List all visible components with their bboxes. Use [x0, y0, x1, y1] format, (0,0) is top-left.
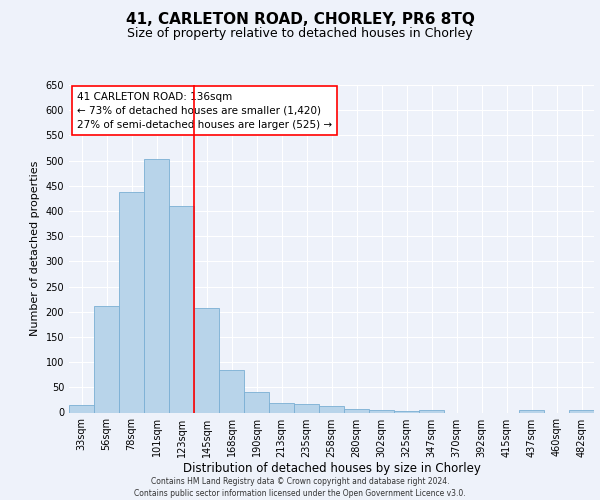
Bar: [294, 404, 319, 412]
Y-axis label: Number of detached properties: Number of detached properties: [30, 161, 40, 336]
Bar: [69, 405, 94, 412]
Text: 41 CARLETON ROAD: 136sqm
← 73% of detached houses are smaller (1,420)
27% of sem: 41 CARLETON ROAD: 136sqm ← 73% of detach…: [77, 92, 332, 130]
X-axis label: Distribution of detached houses by size in Chorley: Distribution of detached houses by size …: [182, 462, 481, 475]
Bar: [194, 308, 219, 412]
Bar: [419, 410, 444, 412]
Bar: [344, 410, 369, 412]
Text: Contains HM Land Registry data © Crown copyright and database right 2024.
Contai: Contains HM Land Registry data © Crown c…: [134, 476, 466, 498]
Bar: [219, 370, 244, 412]
Text: Size of property relative to detached houses in Chorley: Size of property relative to detached ho…: [127, 28, 473, 40]
Bar: [94, 306, 119, 412]
Bar: [144, 159, 169, 412]
Bar: [569, 410, 594, 412]
Bar: [319, 406, 344, 412]
Text: 41, CARLETON ROAD, CHORLEY, PR6 8TQ: 41, CARLETON ROAD, CHORLEY, PR6 8TQ: [125, 12, 475, 28]
Bar: [369, 410, 394, 412]
Bar: [169, 206, 194, 412]
Bar: [519, 410, 544, 412]
Bar: [269, 404, 294, 412]
Bar: [244, 392, 269, 412]
Bar: [119, 192, 144, 412]
